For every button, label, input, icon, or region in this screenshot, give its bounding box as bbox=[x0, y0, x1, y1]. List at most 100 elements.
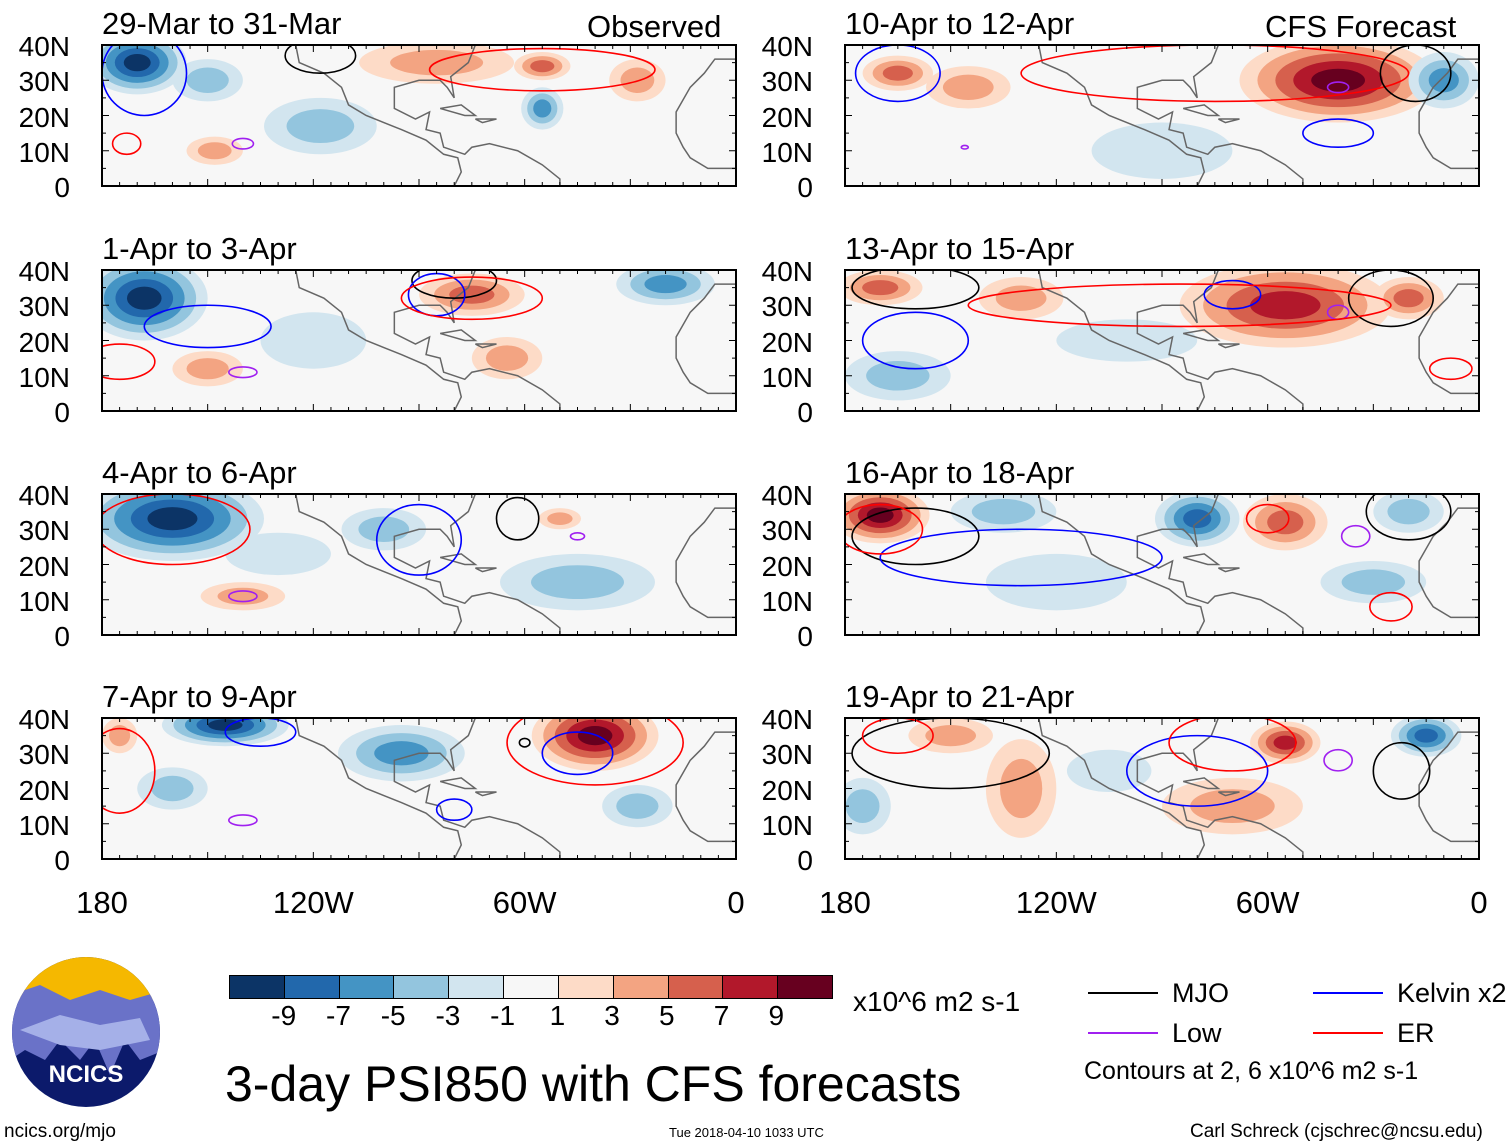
anomaly-shading bbox=[985, 553, 1127, 611]
y-tick-label: 40N bbox=[761, 704, 813, 735]
anomaly-shading bbox=[1393, 289, 1424, 308]
mjo-contour bbox=[518, 737, 531, 748]
panel-title: 16-Apr to 18-Apr bbox=[845, 455, 1075, 490]
y-tick-label: 40N bbox=[761, 480, 813, 511]
mjo-contour bbox=[1347, 270, 1434, 328]
anomaly-shading bbox=[109, 725, 131, 747]
colorbar-label: 7 bbox=[713, 1000, 730, 1031]
legend-label: ER bbox=[1397, 1018, 1435, 1048]
anomaly-shading bbox=[531, 565, 624, 600]
coastline bbox=[1136, 718, 1304, 859]
y-tick-label: 30N bbox=[761, 739, 813, 771]
coastline bbox=[1136, 45, 1304, 186]
panel-title: 4-Apr to 6-Apr bbox=[102, 455, 297, 490]
legend-line bbox=[1088, 1032, 1158, 1034]
y-tick-label: 0 bbox=[797, 845, 813, 876]
y-tick-label: 0 bbox=[797, 172, 813, 203]
footer-author: Carl Schreck (cjschrec@ncsu.edu) bbox=[1190, 1121, 1483, 1142]
colorbar-swatch bbox=[230, 976, 284, 998]
coastline bbox=[1418, 58, 1479, 170]
map-panel bbox=[844, 717, 1480, 860]
x-tick-label: 60W bbox=[1235, 885, 1300, 920]
er-contour bbox=[102, 494, 251, 566]
anomaly-shading bbox=[1311, 68, 1366, 92]
anomaly-shading bbox=[620, 67, 655, 93]
kelvin-contour bbox=[541, 731, 614, 776]
colorbar-swatch bbox=[393, 976, 449, 998]
colorbar-label: 9 bbox=[768, 1000, 785, 1031]
anomaly-shading bbox=[123, 53, 151, 72]
colorbar-label: -5 bbox=[380, 1000, 406, 1031]
coastline bbox=[1182, 104, 1221, 117]
colorbar-swatch bbox=[612, 976, 668, 998]
anomaly-shading bbox=[971, 498, 1036, 525]
footer-link[interactable]: ncics.org/mjo bbox=[4, 1121, 116, 1142]
y-tick-label: 30N bbox=[18, 739, 70, 771]
colorbar-label: -1 bbox=[490, 1000, 516, 1031]
y-tick-label: 20N bbox=[18, 326, 70, 358]
y-tick-label: 10N bbox=[18, 585, 70, 617]
low-contour bbox=[569, 531, 586, 541]
anomaly-shading bbox=[374, 741, 429, 766]
mjo-contour bbox=[851, 507, 980, 566]
mjo-contour bbox=[495, 496, 540, 541]
anomaly-shading bbox=[1190, 789, 1275, 824]
low-contour bbox=[228, 590, 258, 603]
coastline bbox=[393, 718, 561, 859]
panel-title: 1-Apr to 3-Apr bbox=[102, 231, 297, 266]
anomaly-shading bbox=[186, 67, 229, 93]
kelvin-contour bbox=[435, 798, 473, 822]
coastline bbox=[439, 777, 478, 790]
er-contour bbox=[102, 727, 156, 814]
panel-title: 13-Apr to 15-Apr bbox=[845, 231, 1075, 266]
low-contour bbox=[960, 144, 970, 150]
y-tick-label: 0 bbox=[54, 397, 70, 428]
units-label: x10^6 m2 s-1 bbox=[853, 986, 1021, 1017]
low-contour bbox=[1326, 81, 1350, 94]
coastline bbox=[475, 567, 497, 573]
kelvin-contour bbox=[1203, 279, 1262, 310]
y-tick-label: 30N bbox=[18, 291, 70, 323]
coastline bbox=[439, 104, 478, 117]
y-tick-label: 40N bbox=[18, 704, 70, 735]
low-contour bbox=[1340, 524, 1371, 548]
map-panel bbox=[101, 269, 737, 412]
kelvin-contour bbox=[143, 304, 272, 349]
kelvin-contour bbox=[375, 503, 463, 576]
y-tick-label: 20N bbox=[761, 774, 813, 806]
x-tick-label: 0 bbox=[1470, 885, 1488, 920]
colorbar-swatch bbox=[283, 976, 339, 998]
x-tick-label: 180 bbox=[819, 885, 871, 920]
anomaly-shading bbox=[999, 758, 1043, 819]
anomaly-shading bbox=[126, 286, 162, 310]
anomaly-shading bbox=[1273, 735, 1298, 750]
kelvin-contour bbox=[1125, 734, 1269, 807]
y-tick-label: 10N bbox=[761, 585, 813, 617]
coastline bbox=[1136, 270, 1304, 411]
colorbar-label: -9 bbox=[271, 1000, 297, 1031]
mjo-contour bbox=[1372, 741, 1431, 800]
er-contour bbox=[1428, 357, 1473, 381]
colorbar-label: -3 bbox=[435, 1000, 461, 1031]
er-contour bbox=[111, 132, 142, 156]
er-contour bbox=[400, 276, 544, 321]
y-tick-label: 10N bbox=[761, 136, 813, 168]
coastline bbox=[1136, 494, 1304, 635]
coastline bbox=[675, 58, 736, 170]
anomaly-shading bbox=[866, 360, 930, 391]
colorbar-label: -7 bbox=[326, 1000, 351, 1031]
y-tick-label: 30N bbox=[761, 291, 813, 323]
x-tick-label: 60W bbox=[492, 885, 557, 920]
y-tick-label: 30N bbox=[18, 66, 70, 98]
er-contour bbox=[1020, 45, 1410, 103]
y-tick-label: 0 bbox=[797, 621, 813, 652]
er-contour bbox=[1168, 718, 1297, 772]
er-contour bbox=[1369, 591, 1413, 622]
coastline bbox=[1182, 329, 1221, 342]
colorbar bbox=[229, 975, 833, 999]
kelvin-contour bbox=[879, 528, 1163, 587]
y-tick-label: 0 bbox=[54, 172, 70, 203]
anomaly-shading bbox=[882, 65, 913, 81]
figure-title: 3-day PSI850 with CFS forecasts bbox=[225, 1056, 962, 1112]
